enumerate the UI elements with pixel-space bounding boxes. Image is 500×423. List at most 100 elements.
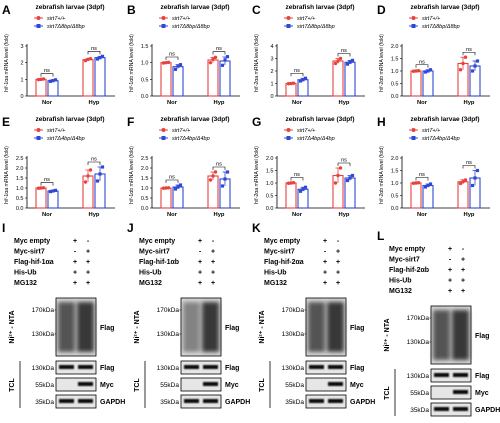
- condition-label: Myc empty: [389, 246, 425, 253]
- protein-band: [453, 390, 468, 394]
- data-point: [475, 59, 480, 63]
- ubiquitin-smear: [183, 302, 200, 352]
- y-tick-label: 0.0: [266, 206, 274, 212]
- condition-label: Myc-sirt7: [139, 249, 170, 256]
- y-tick-label: 1.5: [266, 169, 274, 175]
- legend-marker: [161, 128, 166, 132]
- data-point: [289, 81, 293, 86]
- panel-letter: K: [252, 221, 261, 235]
- condition-label: Myc empty: [139, 238, 175, 245]
- band-label: Flag: [475, 333, 489, 340]
- data-point: [298, 189, 303, 193]
- tcl-membrane: [305, 394, 347, 409]
- chart-title: zebrafish larvae (3dpf): [161, 4, 230, 11]
- legend-marker: [161, 16, 166, 20]
- condition-sign: +: [198, 280, 202, 287]
- y-tick-label: 1.0: [141, 61, 149, 67]
- condition-sign: -: [462, 246, 465, 253]
- data-point: [53, 188, 58, 192]
- data-point: [95, 179, 100, 183]
- chart-title: zebrafish larvae (3dpf): [411, 116, 480, 123]
- condition-label: Myc empty: [264, 238, 300, 245]
- mw-marker: 35kDa: [285, 399, 304, 406]
- data-point: [345, 178, 350, 183]
- data-point: [86, 174, 90, 178]
- significance-bracket: [415, 177, 429, 181]
- band-label: Myc: [100, 382, 114, 389]
- data-point: [348, 176, 352, 180]
- significance-bracket: [87, 161, 101, 165]
- y-tick-label: 4: [270, 44, 273, 50]
- y-tick-label: 1.5: [391, 57, 399, 63]
- significance-bracket: [212, 51, 226, 55]
- condition-sign: +: [86, 249, 90, 256]
- ubiquitin-smear: [327, 302, 344, 352]
- x-category-label: Nor: [42, 212, 53, 218]
- condition-sign: +: [323, 280, 327, 287]
- y-tick-label: 0.5: [391, 194, 399, 200]
- significance-label: ns: [91, 46, 97, 52]
- data-point: [298, 79, 303, 83]
- protein-band: [328, 382, 343, 386]
- data-point: [51, 79, 55, 83]
- y-tick-label: 1.0: [141, 186, 149, 192]
- data-point: [39, 186, 43, 190]
- significance-label: ns: [216, 46, 222, 52]
- legend-marker: [286, 24, 291, 28]
- y-axis-label: hif-2αa mRNA level (fold): [254, 146, 260, 204]
- bar: [47, 80, 59, 97]
- condition-sign: -: [449, 257, 452, 264]
- legend-marker: [411, 136, 416, 140]
- legend-marker: [161, 136, 166, 140]
- condition-label: Flag-hif-1αa: [14, 259, 54, 266]
- blot-panel-j: J Myc empty + - Myc-sirt7 - + Flag-hif-1αb + + His…: [127, 221, 250, 409]
- condition-sign: +: [323, 270, 327, 277]
- y-tick-label: 0.0: [16, 206, 24, 212]
- data-point: [220, 184, 225, 188]
- y-tick-label: 0.0: [141, 206, 149, 212]
- tcl-membrane: [430, 385, 472, 400]
- data-point: [470, 69, 475, 73]
- x-category-label: Nor: [417, 212, 428, 218]
- y-axis-label: hif-1αa mRNA level (fold): [4, 34, 10, 92]
- x-category-label: Hyp: [339, 100, 350, 106]
- data-point: [338, 56, 343, 61]
- protein-band: [203, 399, 218, 403]
- y-axis-label: hif-1αa mRNA level (fold): [4, 146, 10, 204]
- panel-letter: F: [127, 115, 134, 129]
- condition-sign: -: [324, 249, 327, 256]
- significance-bracket: [87, 51, 101, 55]
- mw-marker: 170kDa: [407, 315, 430, 322]
- condition-sign: +: [73, 280, 77, 287]
- condition-label: His-Ub: [14, 270, 37, 277]
- data-point: [39, 77, 43, 82]
- legend-label: sirt7+/+: [172, 16, 191, 22]
- y-tick-label: 2.0: [391, 156, 399, 162]
- protein-band: [328, 399, 343, 403]
- condition-sign: +: [86, 259, 90, 266]
- y-axis-label: hif-2αb mRNA level (fold): [379, 34, 385, 92]
- data-point: [220, 63, 225, 67]
- condition-sign: +: [448, 278, 452, 285]
- mw-marker: 130kDa: [407, 373, 430, 380]
- significance-bracket: [40, 73, 54, 77]
- tcl-membrane: [55, 394, 97, 409]
- panel-letter: H: [377, 115, 386, 129]
- x-category-label: Hyp: [89, 100, 100, 106]
- significance-bracket: [212, 166, 226, 170]
- mw-marker: 55kDa: [285, 382, 304, 389]
- mw-marker: 130kDa: [32, 331, 55, 338]
- legend-marker: [411, 16, 416, 20]
- data-point: [36, 77, 41, 82]
- mw-marker: 170kDa: [157, 307, 180, 314]
- data-point: [345, 62, 350, 66]
- bar: [207, 59, 219, 97]
- data-point: [178, 63, 183, 67]
- protein-band: [78, 399, 93, 403]
- data-point: [164, 60, 168, 65]
- y-tick-label: 1: [20, 77, 23, 83]
- condition-label: MG132: [264, 280, 287, 287]
- y-tick-label: 0: [270, 94, 273, 100]
- mw-marker: 130kDa: [32, 365, 55, 372]
